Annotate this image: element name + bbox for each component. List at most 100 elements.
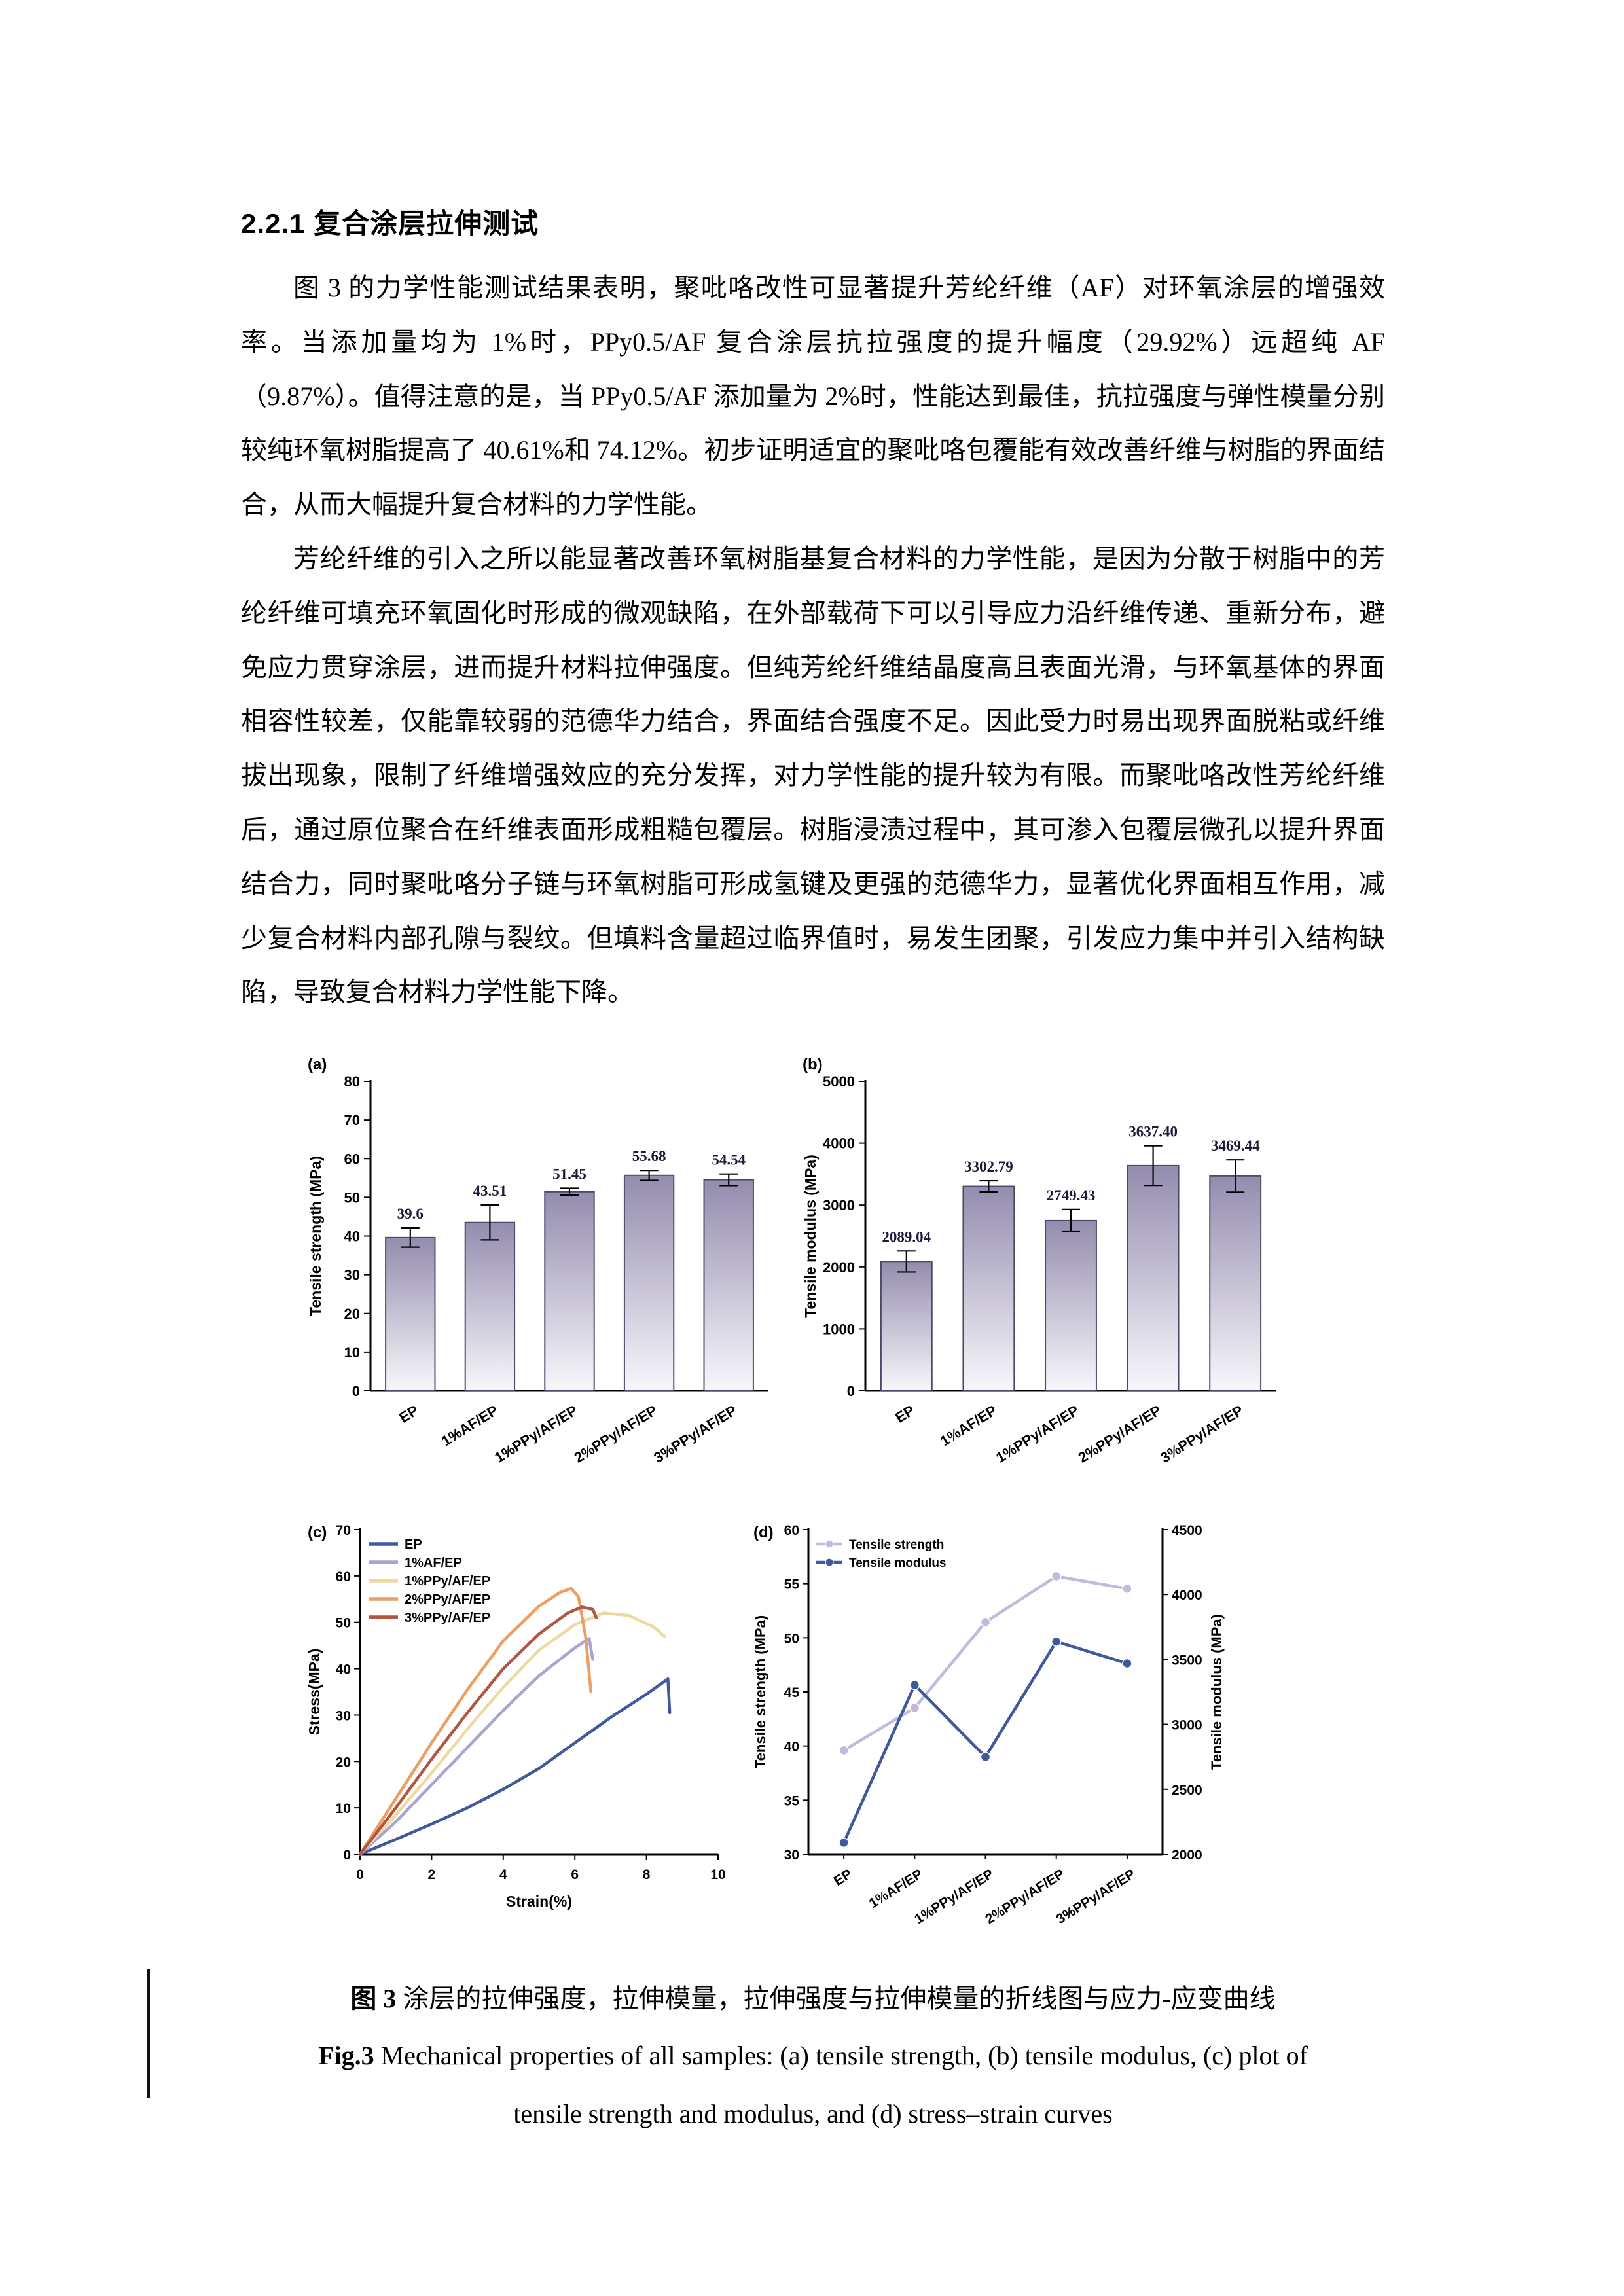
section-heading: 2.2.1 复合涂层拉伸测试: [241, 208, 539, 239]
svg-text:Tensile strength (MPa): Tensile strength (MPa): [752, 1615, 768, 1768]
svg-text:1%PPy/AF/EP: 1%PPy/AF/EP: [405, 1574, 490, 1588]
figure-caption-en-text: Mechanical properties of all samples: (a…: [374, 2041, 1308, 2071]
svg-text:10: 10: [336, 1801, 351, 1816]
svg-text:30: 30: [784, 1848, 799, 1863]
svg-text:3%PPy/AF/EP: 3%PPy/AF/EP: [1054, 1867, 1138, 1927]
svg-text:Tensile strength (MPa): Tensile strength (MPa): [307, 1156, 324, 1316]
svg-text:Stress(MPa): Stress(MPa): [306, 1649, 323, 1736]
figure-3: (a) 0 10 20 30 40 50 60 70 80 39.6 EP 43.51 1%AF/EP 51…: [241, 1049, 1385, 2129]
svg-text:(b): (b): [803, 1056, 823, 1073]
svg-text:54.54: 54.54: [712, 1152, 746, 1168]
svg-text:10: 10: [710, 1867, 725, 1882]
svg-text:0: 0: [343, 1848, 351, 1863]
svg-text:3%PPy/AF/EP: 3%PPy/AF/EP: [1157, 1402, 1246, 1466]
svg-text:Tensile strength: Tensile strength: [849, 1538, 944, 1552]
svg-text:0: 0: [352, 1383, 360, 1399]
svg-text:0: 0: [847, 1383, 855, 1399]
svg-text:(d): (d): [753, 1524, 774, 1541]
figure-row-1: (a) 0 10 20 30 40 50 60 70 80 39.6 EP 43.51 1%AF/EP 51…: [300, 1049, 1385, 1490]
svg-text:1%AF/EP: 1%AF/EP: [439, 1402, 501, 1449]
svg-text:1%AF/EP: 1%AF/EP: [867, 1867, 926, 1911]
svg-text:3000: 3000: [823, 1197, 855, 1213]
svg-text:3637.40: 3637.40: [1128, 1124, 1178, 1140]
svg-text:2749.43: 2749.43: [1047, 1187, 1096, 1204]
svg-text:43.51: 43.51: [473, 1183, 507, 1199]
svg-text:2: 2: [428, 1867, 436, 1882]
svg-text:50: 50: [336, 1616, 351, 1631]
svg-text:4000: 4000: [1172, 1588, 1202, 1603]
svg-text:2000: 2000: [1172, 1848, 1202, 1863]
svg-text:55: 55: [784, 1577, 800, 1592]
svg-text:2089.04: 2089.04: [882, 1229, 931, 1245]
svg-text:3%PPy/AF/EP: 3%PPy/AF/EP: [405, 1611, 490, 1625]
svg-text:3302.79: 3302.79: [964, 1158, 1013, 1175]
svg-text:2%PPy/AF/EP: 2%PPy/AF/EP: [405, 1592, 490, 1607]
svg-text:2%PPy/AF/EP: 2%PPy/AF/EP: [983, 1867, 1067, 1927]
svg-text:3500: 3500: [1172, 1653, 1202, 1668]
chart-strength-modulus-line: (d) 30 35 40 45 50 55 60 2000 2500 3000 3500 4000 450…: [752, 1523, 1225, 1927]
svg-text:3469.44: 3469.44: [1211, 1138, 1260, 1154]
svg-text:1%PPy/AF/EP: 1%PPy/AF/EP: [993, 1402, 1082, 1466]
margin-revision-bar: [147, 1969, 150, 2098]
svg-text:6: 6: [571, 1867, 579, 1882]
svg-text:5000: 5000: [823, 1073, 855, 1090]
chart-stress-strain-curves: (c) 0 10 20 30 40 50 60 70 0 2 4 6 8 10 EP 1%AF/EP 1%PPy/…: [306, 1523, 726, 1910]
svg-text:30: 30: [336, 1709, 351, 1724]
svg-text:Tensile modulus: Tensile modulus: [849, 1556, 947, 1570]
svg-text:51.45: 51.45: [552, 1166, 586, 1183]
svg-text:Tensile modulus (MPa): Tensile modulus (MPa): [802, 1155, 819, 1318]
svg-text:1%PPy/AF/EP: 1%PPy/AF/EP: [912, 1867, 996, 1927]
svg-text:EP: EP: [396, 1402, 421, 1426]
figure-caption-cn: 图 3 涂层的拉伸强度，拉伸模量，拉伸强度与拉伸模量的折线图与应力-应变曲线: [241, 1977, 1385, 2015]
svg-text:20: 20: [336, 1755, 351, 1770]
figure-caption: 图 3 涂层的拉伸强度，拉伸模量，拉伸强度与拉伸模量的折线图与应力-应变曲线 F…: [241, 1977, 1385, 2129]
figure-caption-en-line2: tensile strength and modulus, and (d) st…: [513, 2099, 1113, 2129]
svg-text:60: 60: [344, 1151, 360, 1167]
svg-text:60: 60: [336, 1570, 351, 1585]
svg-text:50: 50: [344, 1190, 360, 1206]
svg-text:60: 60: [784, 1523, 799, 1538]
svg-text:20: 20: [344, 1306, 360, 1322]
svg-text:1000: 1000: [823, 1321, 855, 1338]
paragraph-2: 芳纶纤维的引入之所以能显著改善环氧树脂基复合材料的力学性能，是因为分散于树脂中的…: [241, 543, 1385, 1007]
figure-caption-en-line1: Fig.3 Mechanical properties of all sampl…: [241, 2040, 1385, 2071]
svg-text:1%AF/EP: 1%AF/EP: [405, 1556, 462, 1570]
svg-text:4500: 4500: [1172, 1523, 1202, 1538]
svg-text:Tensile modulus (MPa): Tensile modulus (MPa): [1208, 1614, 1225, 1770]
svg-text:1%PPy/AF/EP: 1%PPy/AF/EP: [492, 1402, 581, 1466]
svg-text:(a): (a): [308, 1056, 327, 1073]
svg-text:80: 80: [344, 1073, 360, 1090]
svg-text:50: 50: [784, 1631, 799, 1646]
svg-text:EP: EP: [892, 1402, 917, 1426]
svg-text:70: 70: [344, 1112, 360, 1128]
svg-text:EP: EP: [831, 1867, 855, 1889]
svg-text:40: 40: [344, 1229, 360, 1245]
svg-text:2000: 2000: [823, 1259, 855, 1276]
svg-text:70: 70: [336, 1523, 351, 1538]
svg-text:40: 40: [784, 1740, 799, 1755]
svg-text:EP: EP: [405, 1537, 422, 1552]
svg-text:30: 30: [344, 1267, 360, 1283]
figure-caption-en-prefix: Fig.3: [318, 2041, 374, 2071]
svg-text:39.6: 39.6: [397, 1206, 424, 1222]
svg-text:0: 0: [356, 1867, 364, 1882]
svg-text:4000: 4000: [823, 1136, 855, 1152]
svg-text:55.68: 55.68: [632, 1148, 666, 1164]
svg-text:40: 40: [336, 1662, 351, 1677]
figure-caption-cn-prefix: 图 3: [350, 1984, 397, 2014]
svg-text:45: 45: [784, 1685, 800, 1700]
svg-text:3000: 3000: [1172, 1718, 1202, 1733]
svg-text:2%PPy/AF/EP: 2%PPy/AF/EP: [571, 1402, 660, 1466]
svg-text:2500: 2500: [1172, 1783, 1202, 1798]
chart-tensile-modulus-bar: (b) 0 1000 2000 3000 4000 5000 2089.04 EP 3302.79…: [802, 1056, 1276, 1466]
svg-text:10: 10: [344, 1344, 360, 1361]
figure-row-2: (c) 0 10 20 30 40 50 60 70 0 2 4 6 8 10 EP 1%AF/EP 1%PPy/…: [300, 1518, 1385, 1937]
paragraph-1: 图 3 的力学性能测试结果表明，聚吡咯改性可显著提升芳纶纤维（AF）对环氧涂层的…: [241, 273, 1385, 520]
svg-text:8: 8: [643, 1867, 651, 1882]
svg-text:(c): (c): [308, 1524, 327, 1541]
figure-caption-cn-text: 涂层的拉伸强度，拉伸模量，拉伸强度与拉伸模量的折线图与应力-应变曲线: [396, 1984, 1276, 2014]
svg-text:35: 35: [784, 1793, 800, 1808]
svg-text:1%AF/EP: 1%AF/EP: [937, 1402, 1000, 1449]
chart-tensile-strength-bar: (a) 0 10 20 30 40 50 60 70 80 39.6 EP 43.51 1%AF/EP 51…: [307, 1056, 768, 1466]
page-content: 2.2.1 复合涂层拉伸测试 图 3 的力学性能测试结果表明，聚吡咯改性可显著提…: [241, 202, 1385, 2129]
